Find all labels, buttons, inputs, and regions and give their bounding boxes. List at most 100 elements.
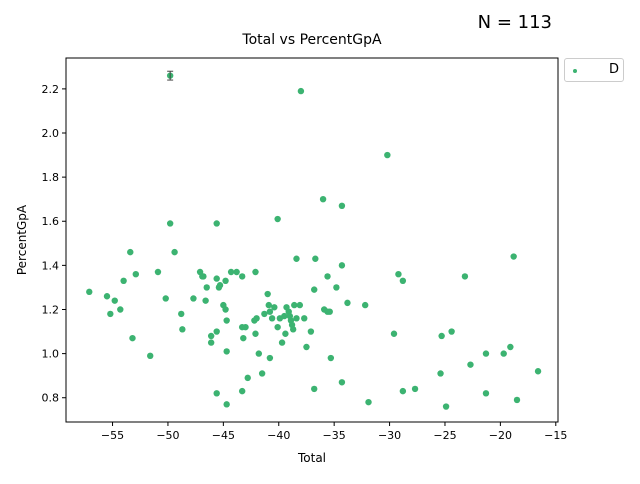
data-point xyxy=(289,326,297,333)
data-point xyxy=(244,374,251,382)
data-point xyxy=(461,273,469,280)
y-tick-label: 2.0 xyxy=(42,127,60,140)
x-tick-label: −15 xyxy=(544,429,567,442)
data-point xyxy=(361,301,369,309)
data-point xyxy=(327,354,335,362)
data-point xyxy=(242,323,249,331)
data-point xyxy=(166,220,174,227)
data-point xyxy=(199,273,206,280)
data-point xyxy=(448,328,455,335)
data-point xyxy=(264,290,271,298)
data-point xyxy=(216,282,224,289)
data-point xyxy=(395,270,402,278)
data-point xyxy=(117,306,124,313)
data-point xyxy=(274,215,281,223)
y-tick-label: 1.2 xyxy=(42,303,60,316)
data-point xyxy=(107,310,114,318)
data-point xyxy=(265,301,272,309)
data-point xyxy=(311,286,318,293)
data-point xyxy=(293,255,300,262)
data-point xyxy=(411,385,419,393)
x-axis: −55 −50 −45 −40 −35 −30 −25 −20 −15 xyxy=(101,422,567,442)
x-tick-label: −20 xyxy=(489,429,512,442)
data-point xyxy=(344,299,351,307)
data-point xyxy=(240,334,247,342)
data-point xyxy=(111,297,118,304)
data-point xyxy=(207,339,215,346)
data-point xyxy=(203,284,210,291)
data-point xyxy=(282,330,289,337)
data-point xyxy=(223,317,230,324)
x-tick-label: −55 xyxy=(101,429,124,442)
data-point xyxy=(324,273,331,280)
data-point xyxy=(399,387,407,395)
data-point xyxy=(510,253,517,260)
data-point xyxy=(227,268,235,276)
data-point xyxy=(278,339,286,346)
data-point xyxy=(129,334,136,342)
data-point xyxy=(223,348,230,355)
data-point xyxy=(437,370,444,377)
data-point xyxy=(213,390,220,397)
data-point xyxy=(147,352,154,360)
x-tick-label: −35 xyxy=(323,429,346,442)
data-point xyxy=(213,275,220,282)
y-axis-label: PercentGpA xyxy=(15,204,29,275)
data-point xyxy=(482,350,490,357)
data-point xyxy=(311,385,318,393)
chart-title: Total vs PercentGpA xyxy=(241,32,382,48)
x-tick-label: −45 xyxy=(212,429,235,442)
x-axis-label: Total xyxy=(297,451,326,465)
data-point xyxy=(266,308,274,315)
y-tick-label: 1.0 xyxy=(42,348,60,361)
data-point xyxy=(252,268,259,276)
data-point xyxy=(213,328,220,335)
data-point xyxy=(307,328,315,335)
sample-count-annotation: N = 113 xyxy=(477,12,552,33)
y-axis: 0.8 1.0 1.2 1.4 1.6 1.8 2.0 2.2 xyxy=(42,83,66,405)
data-point xyxy=(178,310,185,318)
data-point xyxy=(338,379,346,386)
data-point xyxy=(233,268,240,276)
data-point xyxy=(171,248,178,256)
y-tick-label: 0.8 xyxy=(42,392,60,405)
data-points xyxy=(86,72,542,410)
data-point xyxy=(255,350,263,357)
data-point xyxy=(202,297,209,304)
data-point xyxy=(482,390,490,397)
legend-entry-label: D xyxy=(609,62,620,77)
data-point xyxy=(261,310,268,318)
error-bars xyxy=(167,70,174,81)
data-point xyxy=(127,248,134,256)
data-point xyxy=(333,284,340,291)
data-point xyxy=(338,262,346,269)
data-point xyxy=(303,343,310,351)
data-point xyxy=(223,401,230,408)
data-point xyxy=(326,308,333,315)
data-point xyxy=(274,323,281,331)
data-point xyxy=(301,315,308,322)
data-point xyxy=(365,398,372,406)
data-point xyxy=(162,295,169,302)
data-point xyxy=(507,343,514,351)
data-point xyxy=(120,277,127,285)
data-point xyxy=(103,293,111,300)
x-tick-label: −30 xyxy=(378,429,401,442)
data-point xyxy=(297,87,305,95)
data-point xyxy=(534,368,542,375)
data-point xyxy=(338,202,346,210)
data-point xyxy=(252,330,259,337)
data-point xyxy=(271,304,278,311)
data-point xyxy=(253,315,260,322)
data-point xyxy=(190,295,197,302)
data-point xyxy=(86,288,93,296)
data-point xyxy=(258,370,266,377)
x-tick-label: −25 xyxy=(433,429,456,442)
data-point xyxy=(213,220,220,227)
data-point xyxy=(179,326,186,333)
data-point xyxy=(390,330,398,337)
data-point xyxy=(513,396,521,404)
data-point xyxy=(238,273,246,280)
y-tick-label: 1.4 xyxy=(42,259,60,272)
